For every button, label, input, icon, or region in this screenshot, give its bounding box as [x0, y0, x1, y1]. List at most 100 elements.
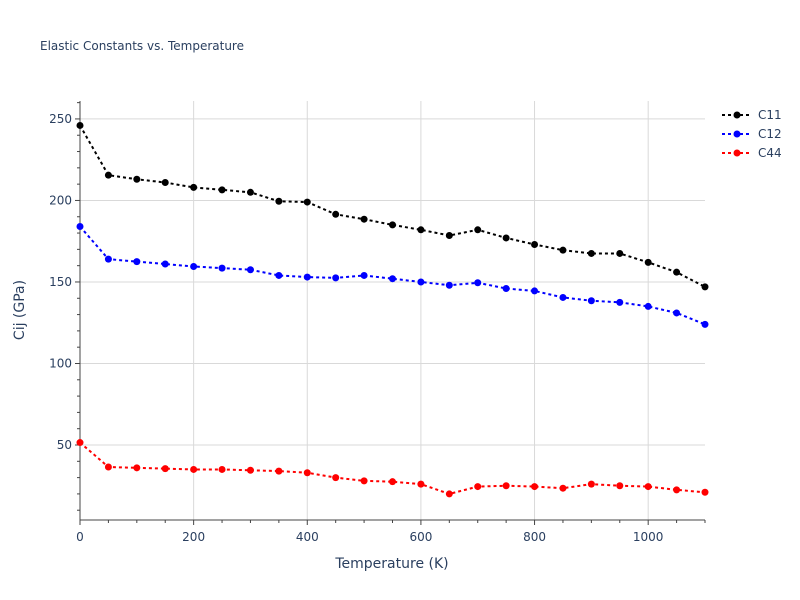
c44-point: [218, 465, 226, 473]
c12-point: [246, 266, 254, 274]
c12-point: [474, 279, 482, 287]
c12-point: [445, 281, 453, 289]
c11-point: [474, 226, 482, 234]
c12-point: [218, 264, 226, 272]
c11-point: [644, 258, 652, 266]
c11-point: [417, 226, 425, 234]
x-tick-label: 200: [182, 530, 205, 544]
axes: [75, 101, 706, 525]
c44-point: [104, 463, 112, 471]
c44-line: [79, 441, 706, 495]
c11-point: [104, 171, 112, 179]
c44-point: [616, 482, 624, 490]
c12-point: [275, 271, 283, 279]
c12-point: [616, 298, 624, 306]
x-axis-label: Temperature (K): [334, 556, 448, 572]
c44-point: [303, 469, 311, 477]
c11-point: [332, 210, 340, 218]
c44-point: [246, 466, 254, 474]
legend-marker-c11: [733, 111, 741, 119]
c12-point: [104, 255, 112, 263]
c44-point: [389, 478, 396, 486]
c44-point: [587, 480, 595, 488]
c12-point: [502, 284, 510, 292]
c11-line: [79, 124, 706, 288]
legend-item-c12[interactable]: C12: [722, 127, 782, 141]
c44-point: [644, 483, 652, 491]
c12-point: [701, 320, 709, 328]
y-tick-label: 250: [49, 112, 72, 126]
c12-point: [417, 278, 425, 286]
c12-point: [303, 273, 311, 281]
legend-label-c12: C12: [758, 127, 782, 141]
legend-label-c44: C44: [758, 146, 782, 160]
c44-point: [502, 482, 510, 490]
tick-labels: 0 200 400 600 800 1000 50 100 150 200 250: [49, 112, 663, 544]
c11-point: [218, 186, 226, 194]
legend-marker-c44: [733, 149, 741, 157]
y-tick-label: 200: [49, 193, 72, 207]
c44-point: [76, 439, 84, 447]
c11-point: [275, 197, 283, 205]
c11-point: [161, 179, 169, 187]
c44-point: [417, 480, 425, 488]
c44-point: [360, 477, 368, 485]
c44-point: [531, 483, 539, 491]
c12-point: [133, 258, 141, 266]
series-c12: [76, 223, 709, 328]
c11-point: [246, 188, 254, 196]
legend-item-c44[interactable]: C44: [722, 146, 782, 160]
c11-point: [531, 240, 539, 248]
x-tick-label: 400: [296, 530, 319, 544]
c12-point: [531, 287, 539, 295]
y-tick-label: 100: [49, 356, 72, 370]
x-tick-label: 1000: [633, 530, 664, 544]
series-layer: [76, 121, 709, 498]
series-c44: [76, 439, 709, 498]
c12-point: [161, 260, 169, 268]
c44-point: [559, 484, 567, 492]
c44-point: [474, 483, 482, 491]
x-tick-label: 800: [523, 530, 546, 544]
c44-point: [701, 488, 709, 496]
x-tick-label: 0: [76, 530, 84, 544]
c11-point: [587, 249, 595, 257]
c11-point: [360, 215, 368, 223]
c12-point: [190, 262, 198, 270]
c12-point: [587, 297, 595, 305]
c44-point: [332, 474, 340, 482]
legend-item-c11[interactable]: C11: [722, 108, 782, 122]
c11-point: [502, 234, 510, 242]
y-tick-label: 50: [57, 438, 72, 452]
c11-point: [559, 246, 567, 254]
c12-point: [332, 274, 340, 282]
c12-point: [559, 293, 567, 301]
c11-point: [445, 232, 453, 240]
c12-point: [389, 275, 396, 283]
c12-point: [644, 302, 652, 310]
c44-point: [190, 465, 198, 473]
c44-point: [161, 465, 169, 473]
series-c11: [76, 121, 709, 291]
c44-point: [133, 464, 141, 472]
legend[interactable]: C11 C12 C44: [722, 108, 782, 160]
c11-point: [616, 249, 624, 257]
legend-label-c11: C11: [758, 108, 782, 122]
c12-point: [673, 309, 681, 317]
y-tick-label: 150: [49, 275, 72, 289]
c12-point: [76, 223, 84, 231]
c11-point: [303, 198, 311, 206]
x-tick-label: 600: [409, 530, 432, 544]
c44-point: [673, 486, 681, 494]
c11-point: [133, 175, 141, 183]
c11-point: [76, 121, 84, 129]
c44-point: [275, 467, 283, 475]
c12-point: [360, 271, 368, 279]
c11-point: [389, 221, 396, 229]
c11-point: [673, 268, 681, 276]
c11-point: [190, 183, 198, 191]
y-axis-label: Cij (GPa): [12, 280, 28, 340]
chart-title: Elastic Constants vs. Temperature: [40, 39, 244, 53]
c11-point: [701, 283, 709, 291]
